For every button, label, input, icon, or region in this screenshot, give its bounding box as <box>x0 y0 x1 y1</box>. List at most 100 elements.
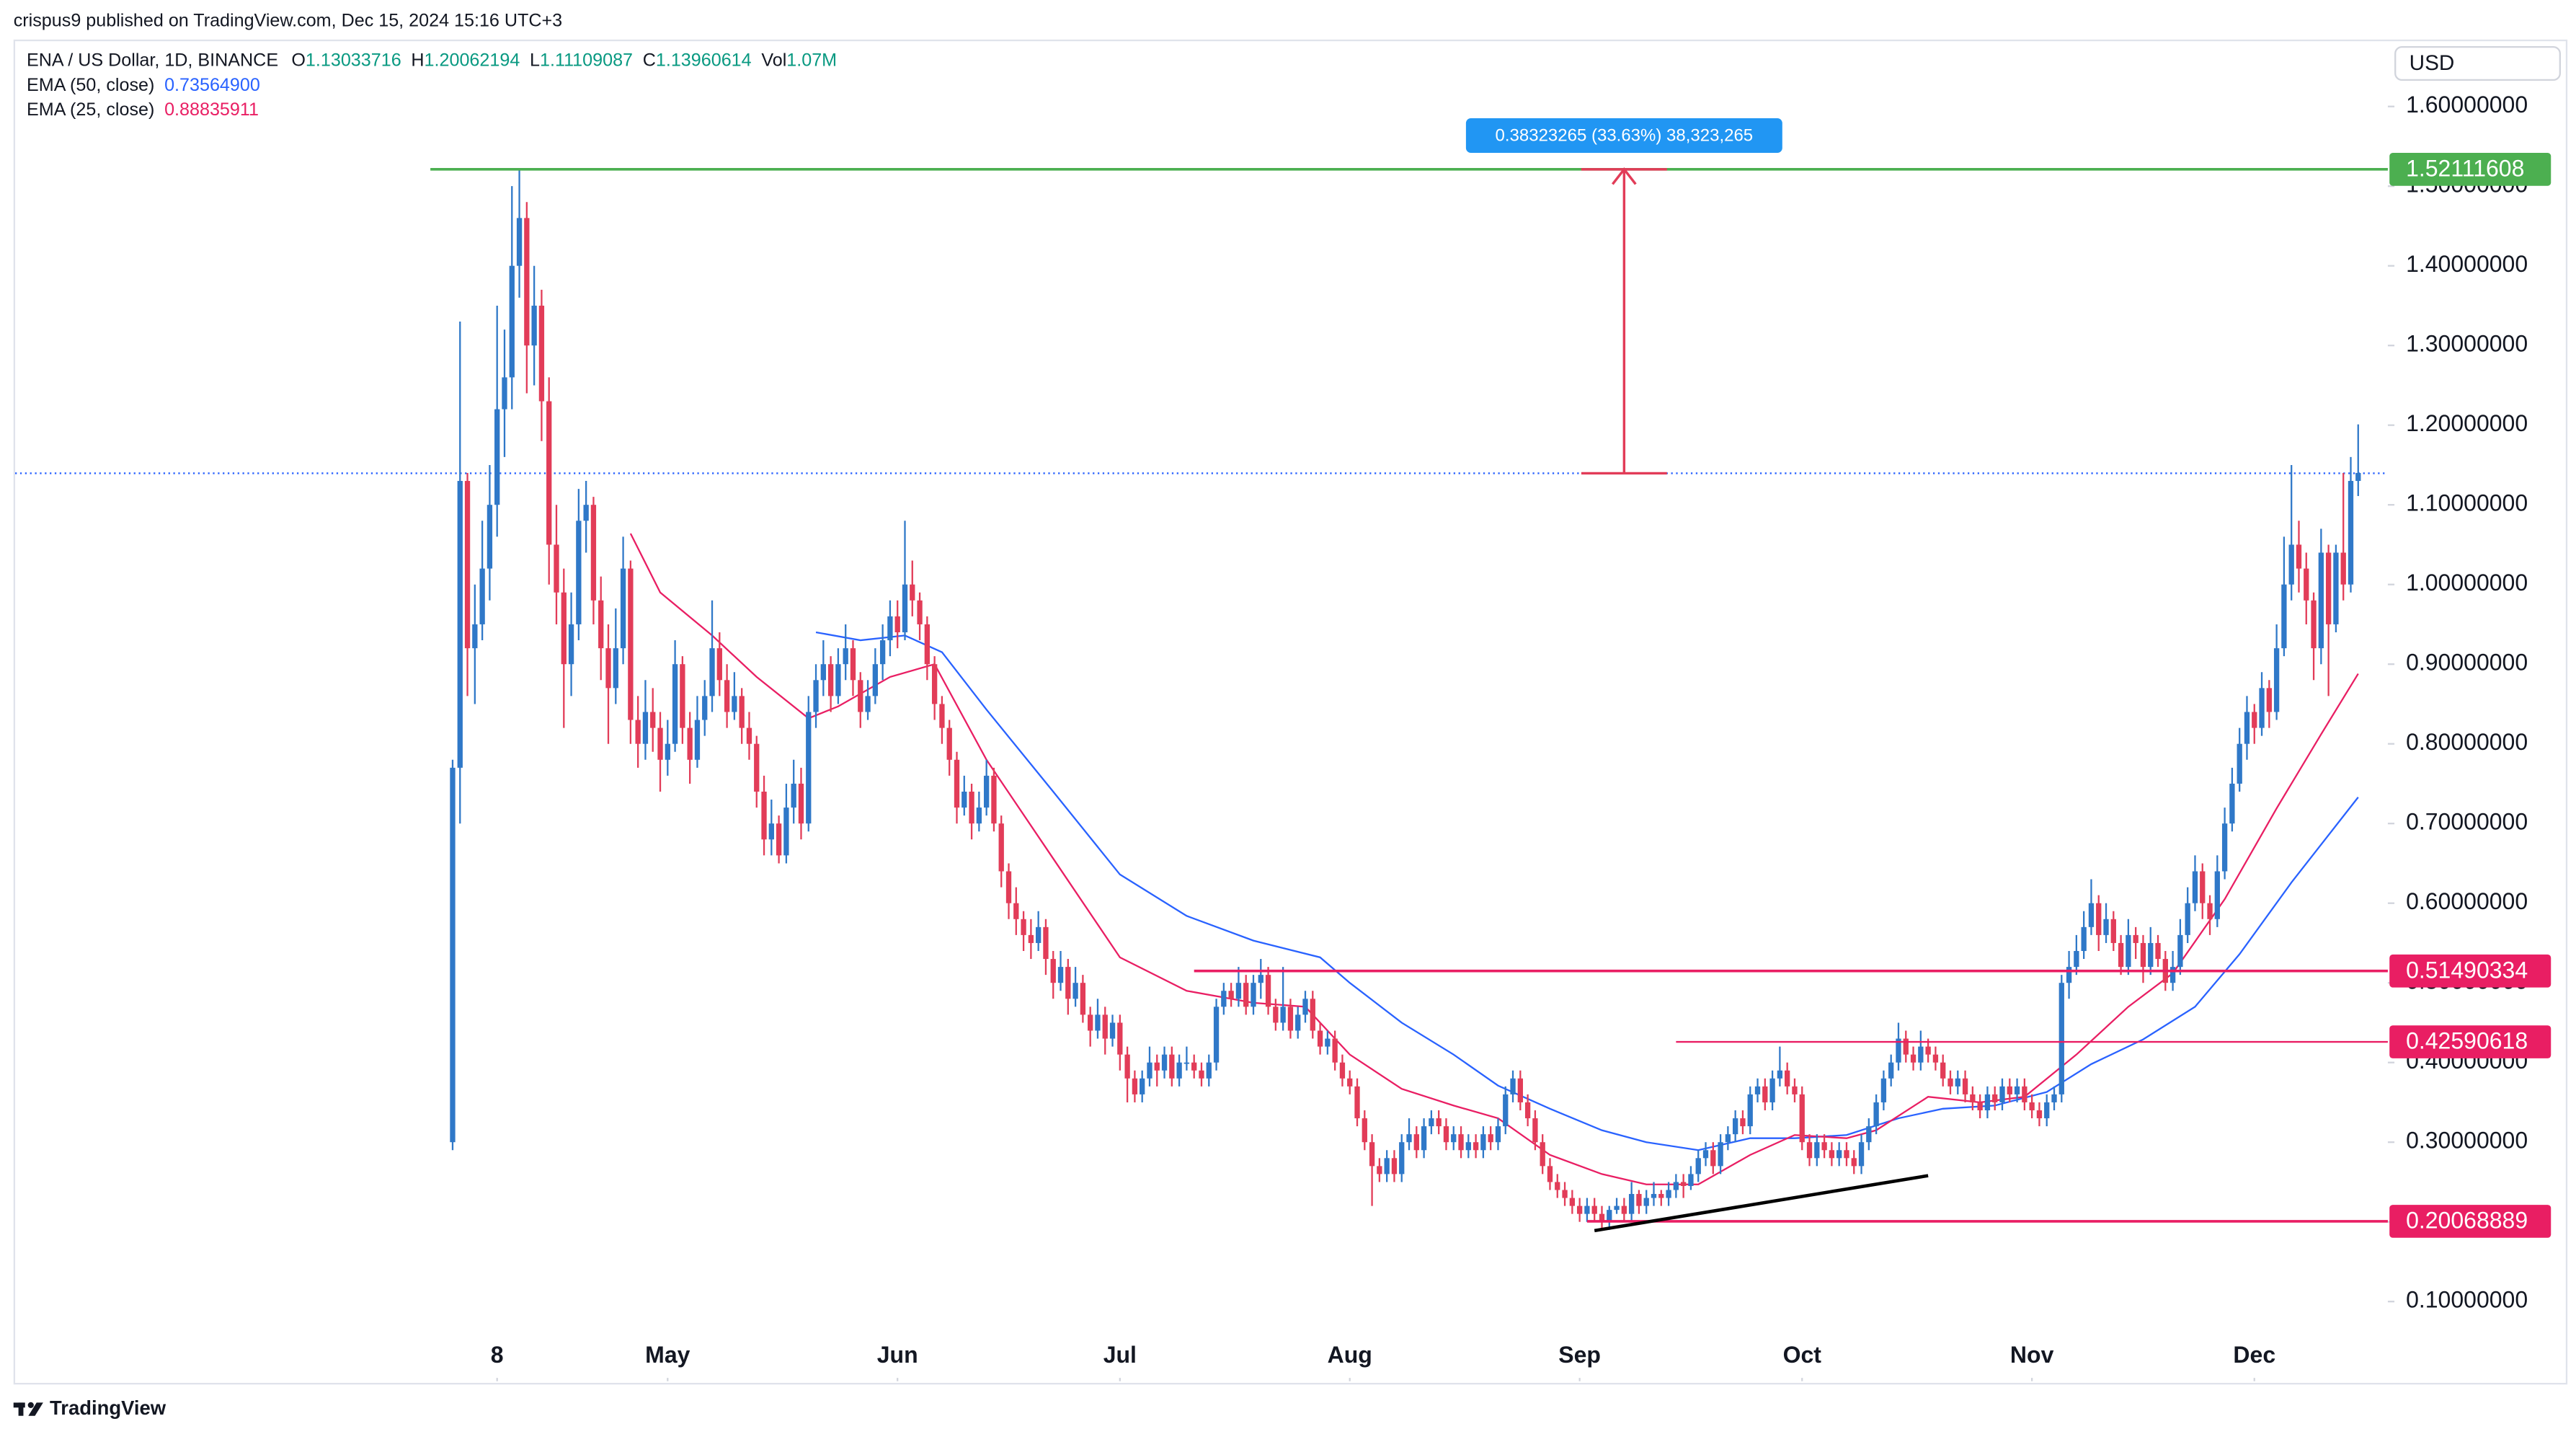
candle-body <box>1910 1054 1917 1063</box>
candle-body <box>961 791 967 808</box>
candle-body <box>620 568 626 649</box>
candle-body <box>1354 1086 1360 1119</box>
y-tick-label: 0.80000000 <box>2406 729 2528 755</box>
candle-body <box>2074 950 2079 968</box>
candle-body <box>2058 983 2064 1094</box>
candle-body <box>554 544 559 593</box>
candle-body <box>538 305 545 402</box>
candle-body <box>1302 999 1308 1015</box>
candle-body <box>605 648 611 689</box>
candle-body <box>687 727 693 760</box>
candle-body <box>1458 1134 1464 1151</box>
candle-body <box>1028 934 1034 943</box>
candle-body <box>1429 1118 1434 1127</box>
ohlc-value: 1.13960614 <box>656 50 752 70</box>
candle-body <box>776 823 782 856</box>
candle-body <box>1636 1194 1642 1206</box>
candle-body <box>1651 1194 1657 1198</box>
candle-body <box>2266 688 2272 712</box>
candle-body <box>983 775 990 808</box>
logo-part <box>18 1402 24 1416</box>
candle-body <box>1140 1078 1145 1094</box>
candle-body <box>1080 983 1086 1015</box>
candle-body <box>1021 919 1026 935</box>
currency-button[interactable] <box>2394 46 2561 81</box>
candle-body <box>1984 1094 1991 1111</box>
candle-body <box>1221 991 1227 1007</box>
candle-body <box>910 584 915 601</box>
candle-body <box>1576 1205 1583 1214</box>
candle-body <box>806 712 812 824</box>
candle-body <box>1295 1014 1301 1031</box>
candle-body <box>998 823 1004 872</box>
candle-body <box>1377 1166 1382 1174</box>
candle-body <box>1384 1158 1390 1174</box>
candle-body <box>835 664 841 696</box>
candle-body <box>1124 1054 1130 1079</box>
candle-body <box>1088 1014 1093 1031</box>
trendline <box>1594 1174 1929 1233</box>
candle-body <box>1962 1078 1968 1094</box>
x-tick-label: Aug <box>1328 1342 1372 1368</box>
candle-body <box>590 505 597 601</box>
level-label: 0.20068889 <box>2406 1208 2528 1234</box>
candle-body <box>613 648 618 689</box>
candle-body <box>1970 1094 1976 1102</box>
frame <box>13 39 2568 1385</box>
candle-body <box>2252 712 2257 728</box>
candle-body <box>1057 967 1064 983</box>
candle-body <box>1421 1126 1427 1151</box>
candle-body <box>1740 1118 1746 1127</box>
candle-body <box>694 720 701 760</box>
candle-body <box>1183 1062 1190 1064</box>
ema-line <box>815 631 2359 1151</box>
candle-body <box>1785 1070 1790 1087</box>
candle-body <box>1325 1038 1331 1047</box>
candle-body <box>1235 983 1242 999</box>
candle-body <box>1095 1014 1101 1031</box>
candle-body <box>1065 967 1071 999</box>
candle-body <box>716 648 722 681</box>
candle-body <box>2022 1086 2028 1102</box>
candle-body <box>1117 1022 1123 1055</box>
candle-body <box>1569 1198 1576 1206</box>
candle-body <box>2169 967 2176 983</box>
level-label-bg <box>2389 152 2551 186</box>
candle-body <box>1628 1194 1635 1214</box>
candle-body <box>2333 552 2339 624</box>
x-tick-label: Sep <box>1558 1342 1601 1368</box>
ema-name: EMA (25, close) <box>27 99 154 120</box>
measure-arrowhead <box>1611 167 1637 185</box>
candle-body <box>1339 1062 1346 1079</box>
candle-body <box>2200 871 2206 903</box>
candle-body <box>2081 926 2087 951</box>
candle-body <box>2340 552 2346 585</box>
candle-body <box>858 680 863 712</box>
candle-body <box>1718 1142 1723 1167</box>
candle-body <box>1540 1142 1545 1167</box>
brand-logo <box>13 1402 43 1416</box>
y-tick-label: 0.30000000 <box>2406 1128 2528 1154</box>
ohlc-key: H <box>411 50 424 70</box>
candle-body <box>1280 1007 1286 1023</box>
candle-body <box>1191 1062 1197 1071</box>
ema-value: 0.88835911 <box>164 99 259 120</box>
candle-body <box>1903 1038 1909 1055</box>
currency[interactable]: USD <box>2410 51 2455 75</box>
level-label-bg <box>2389 954 2551 988</box>
candle-body <box>761 791 767 840</box>
ohlc-value: 1.11109087 <box>540 50 633 70</box>
level-label: 0.42590618 <box>2406 1028 2528 1054</box>
candle-body <box>1473 1142 1479 1151</box>
candle-body <box>827 664 834 696</box>
candle-body <box>739 696 745 728</box>
candle-body <box>1866 1126 1872 1143</box>
candle-body <box>1287 1007 1294 1031</box>
candle-body <box>509 265 515 378</box>
candle-body <box>2304 568 2309 601</box>
candle-body <box>887 616 893 641</box>
ohlc-value: 1.13033716 <box>306 50 401 70</box>
candle-body <box>768 823 774 840</box>
candle-body <box>746 727 752 744</box>
candle-body <box>2007 1086 2012 1094</box>
